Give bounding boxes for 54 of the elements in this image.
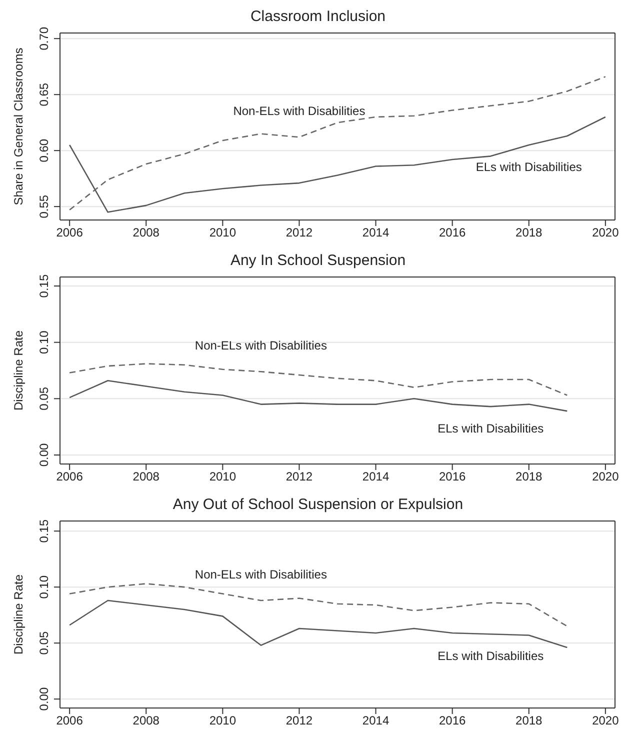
x-tick-label: 2006 <box>56 226 84 240</box>
series-label: ELs with Disabilities <box>476 160 582 174</box>
x-tick-label: 2018 <box>516 226 543 240</box>
y-tick-label: 0.00 <box>37 687 51 711</box>
y-axis-title: Discipline Rate <box>11 574 26 655</box>
chart-title: Any Out of School Suspension or Expulsion <box>172 496 464 514</box>
x-tick-label: 2016 <box>438 714 466 728</box>
line-series <box>68 380 568 412</box>
x-tick-label: 2008 <box>132 226 160 240</box>
series-label: Non-ELs with Disabilities <box>194 568 327 582</box>
series-label: ELs with Disabilities <box>438 422 544 436</box>
line-series <box>68 116 606 213</box>
y-tick-label: 0.65 <box>37 82 51 106</box>
x-tick-label: 2018 <box>516 714 543 728</box>
line-series <box>68 76 606 211</box>
x-tick-label: 2014 <box>362 470 390 484</box>
line-series <box>68 600 568 648</box>
x-tick-label: 2012 <box>286 714 313 728</box>
x-tick-label: 2010 <box>209 226 236 240</box>
x-tick-label: 2020 <box>592 470 620 484</box>
x-tick-label: 2020 <box>592 714 620 728</box>
y-tick-label: 0.70 <box>37 26 51 50</box>
x-tick-label: 2018 <box>516 470 543 484</box>
x-tick-label: 2014 <box>362 714 390 728</box>
x-tick-label: 2012 <box>286 226 313 240</box>
x-tick-label: 2006 <box>56 470 84 484</box>
x-tick-label: 2012 <box>286 470 313 484</box>
y-tick-label: 0.10 <box>37 575 51 599</box>
line-series <box>68 363 568 396</box>
x-tick-label: 2014 <box>362 226 390 240</box>
y-tick-label: 0.00 <box>37 442 51 467</box>
y-tick-label: 0.05 <box>37 631 51 655</box>
y-tick-label: 0.05 <box>37 386 51 410</box>
y-tick-label: 0.15 <box>37 274 51 298</box>
x-tick-label: 2008 <box>132 470 160 484</box>
y-tick-label: 0.15 <box>37 519 51 543</box>
x-tick-label: 2008 <box>132 714 160 728</box>
chart-title: Any In School Suspension <box>229 252 407 270</box>
series-label: Non-ELs with Disabilities <box>194 338 327 353</box>
x-tick-label: 2010 <box>209 470 236 484</box>
y-tick-label: 0.55 <box>37 194 51 218</box>
y-axis-title: Share in General Classrooms <box>11 48 26 206</box>
y-tick-label: 0.10 <box>37 330 51 354</box>
series-label: Non-ELs with Disabilities <box>233 104 366 118</box>
x-tick-label: 2020 <box>592 226 620 240</box>
x-tick-label: 2016 <box>438 226 466 240</box>
x-tick-label: 2006 <box>56 714 84 728</box>
x-tick-label: 2010 <box>209 714 236 728</box>
series-label: ELs with Disabilities <box>438 649 544 664</box>
x-tick-label: 2016 <box>438 470 466 484</box>
line-series <box>68 583 568 627</box>
y-axis-title: Discipline Rate <box>11 330 26 411</box>
y-tick-label: 0.60 <box>37 138 51 162</box>
chart-title: Classroom Inclusion <box>249 8 387 26</box>
